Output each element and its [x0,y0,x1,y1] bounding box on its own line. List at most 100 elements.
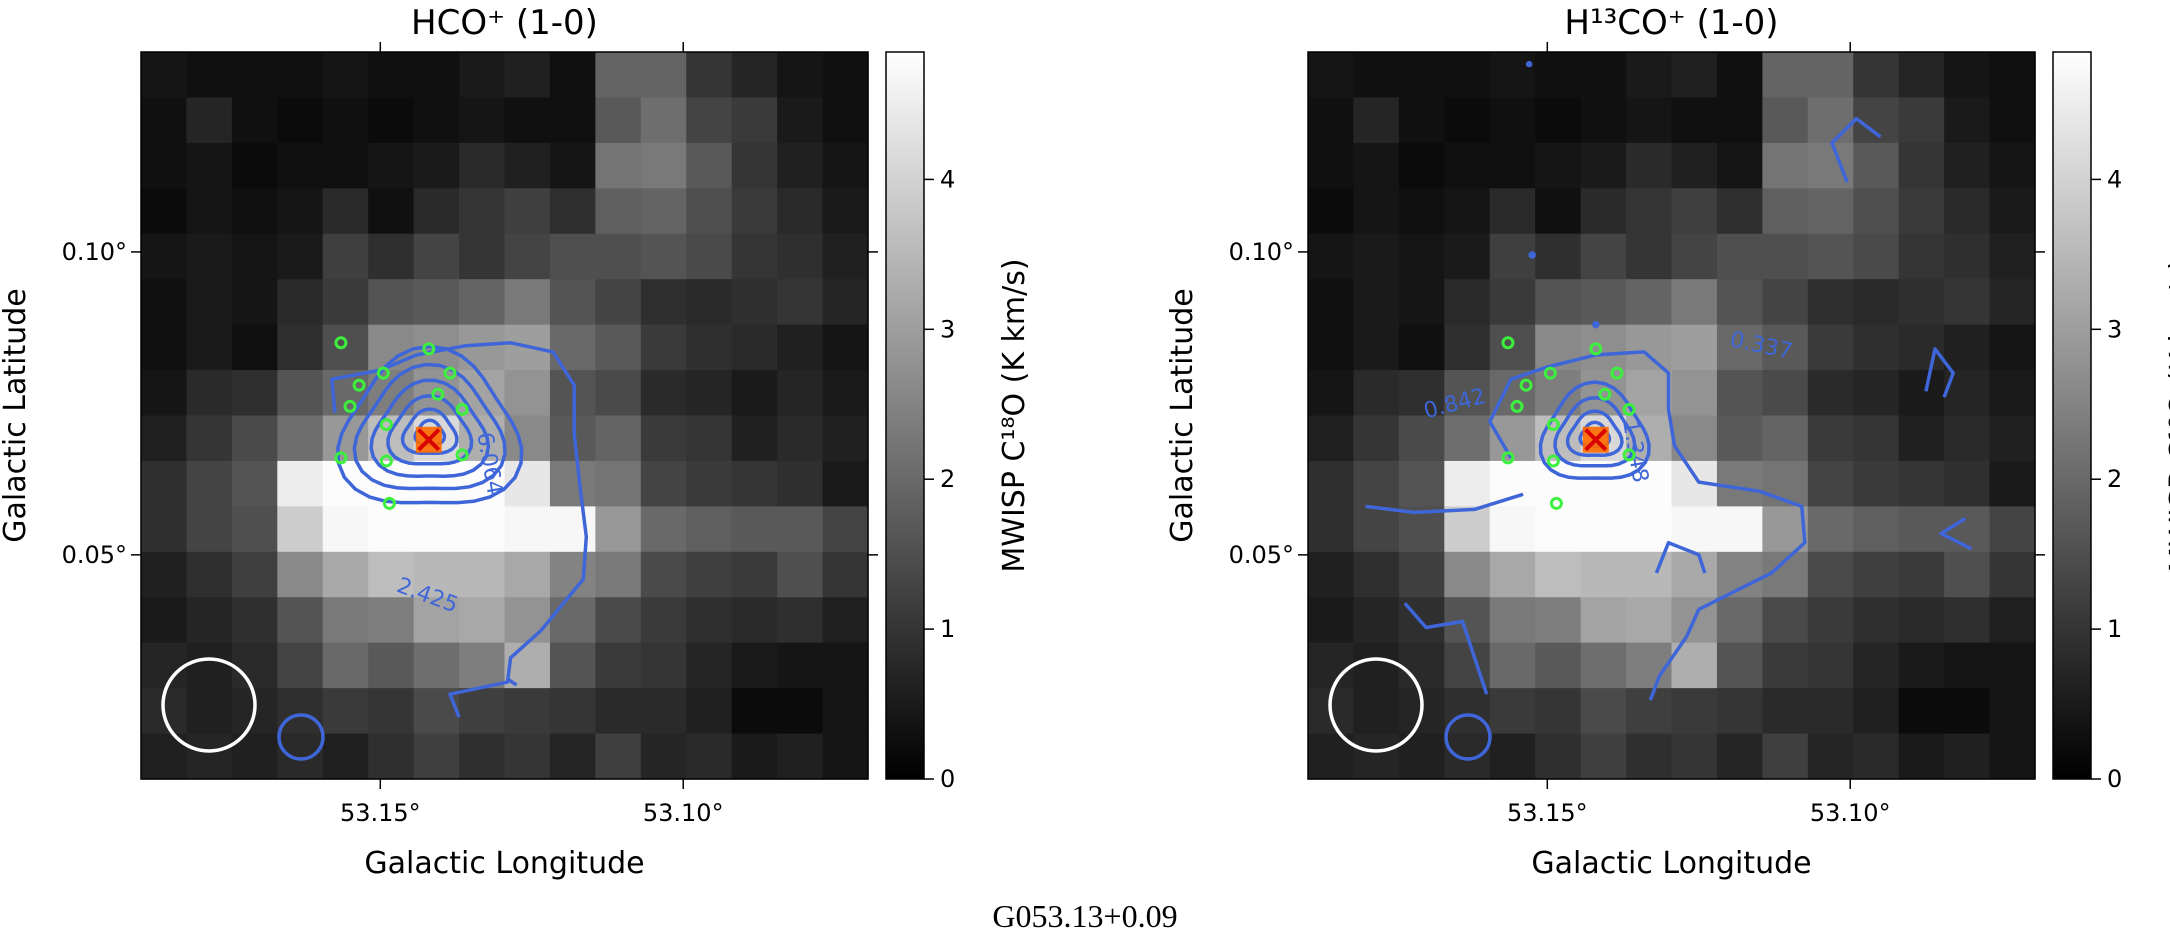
map-pixel [777,97,824,144]
map-pixel [322,642,369,689]
map-pixel [186,97,233,144]
map-pixel [1807,642,1854,689]
map-pixel [1853,460,1900,507]
map-pixel [322,597,369,644]
map-pixel [1898,279,1945,326]
map-pixel [1716,460,1763,507]
map-pixel [231,142,278,189]
map-pixel [1444,142,1491,189]
map-pixel [777,506,824,553]
map-pixel [1626,97,1673,144]
map-pixel [1762,97,1809,144]
map-pixel [1353,324,1400,371]
map-pixel [277,506,324,553]
map-pixel [822,324,869,371]
map-pixel [731,597,778,644]
map-pixel [459,733,506,780]
map-pixel [777,688,824,735]
contour-outer [330,341,589,718]
map-pixel [1671,506,1718,553]
map-pixel [1398,142,1445,189]
map-pixel [186,52,233,99]
map-pixel [1444,188,1491,235]
map-pixel [595,506,642,553]
map-pixel [1535,597,1582,644]
panel-title: HCO⁺ (1-0) [411,3,598,43]
figure-caption: G053.13+0.09 [992,898,1178,934]
map-pixel [1444,324,1491,371]
map-pixel [1444,370,1491,417]
contour-fragment [1939,517,1973,551]
map-pixel [1989,733,2036,780]
map-pixel [413,506,460,553]
map-pixel [459,688,506,735]
map-pixel [1898,642,1945,689]
contour-dot [1525,60,1533,68]
map-pixel [777,642,824,689]
map-pixel [186,551,233,598]
map-pixel [1898,733,1945,780]
yso-marker [1546,454,1560,468]
map-pixel [186,279,233,326]
source-cross [1584,428,1608,452]
contour-level [1553,396,1637,468]
map-pixel [231,460,278,507]
map-pixel [1489,506,1536,553]
map-pixel [1716,415,1763,462]
map-pixel [1489,460,1536,507]
map-pixel [1716,370,1763,417]
map-pixel [1853,142,1900,189]
contour-level [352,362,507,491]
map-pixel [1308,642,1355,689]
map-pixel [186,370,233,417]
map-pixel [777,279,824,326]
plot-frame [1307,51,2036,780]
map-pixel [413,233,460,280]
map-pixel [686,370,733,417]
map-pixel [141,551,188,598]
map-pixel [459,97,506,144]
map-pixel [504,233,551,280]
map-pixel [1398,370,1445,417]
map-pixel [731,415,778,462]
map-pixel [1489,188,1536,235]
map-pixel [1671,688,1718,735]
map-pixel [459,188,506,235]
map-pixel [1853,506,1900,553]
map-pixel [186,188,233,235]
map-pixel [368,188,415,235]
axis-ticks [131,42,878,789]
map-pixel [549,97,596,144]
map-pixel [686,142,733,189]
map-pixel [459,506,506,553]
map-pixel [1353,188,1400,235]
map-pixel [822,97,869,144]
map-pixel [1807,324,1854,371]
map-pixel [413,188,460,235]
map-pixel [504,370,551,417]
map-pixel [1671,279,1718,326]
contour-fragment [1654,540,1707,574]
map-pixel [640,688,687,735]
map-pixel [277,188,324,235]
map-pixel [549,642,596,689]
map-pixel [1489,733,1536,780]
map-pixel [549,733,596,780]
map-pixel [1989,233,2036,280]
map-pixel [368,97,415,144]
map-pixel [1671,188,1718,235]
map-pixel [1898,188,1945,235]
map-pixel [1626,506,1673,553]
map-pixel [231,370,278,417]
map-pixel [141,279,188,326]
map-pixel [777,370,824,417]
map-pixel [640,279,687,326]
map-pixel [1308,460,1355,507]
map-pixel [1489,97,1536,144]
contour-level [336,344,524,505]
x-tick-label: 53.15° [340,799,421,827]
map-pixel [1580,233,1627,280]
map-pixel [1444,551,1491,598]
x-tick-label: 53.15° [1507,799,1588,827]
